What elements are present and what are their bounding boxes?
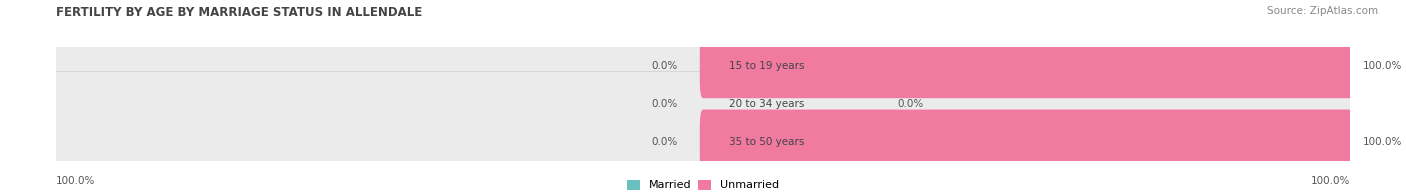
Text: 0.0%: 0.0% — [651, 99, 678, 109]
Text: 15 to 19 years: 15 to 19 years — [728, 61, 804, 71]
Text: 0.0%: 0.0% — [651, 137, 678, 147]
Text: 100.0%: 100.0% — [56, 176, 96, 186]
Text: 0.0%: 0.0% — [897, 99, 924, 109]
FancyBboxPatch shape — [46, 72, 1360, 196]
Text: 100.0%: 100.0% — [1362, 61, 1402, 71]
Text: 0.0%: 0.0% — [651, 61, 678, 71]
Text: 35 to 50 years: 35 to 50 years — [728, 137, 804, 147]
FancyBboxPatch shape — [46, 34, 1360, 174]
FancyBboxPatch shape — [700, 34, 1353, 98]
Legend: Married, Unmarried: Married, Unmarried — [627, 180, 779, 191]
FancyBboxPatch shape — [700, 110, 1353, 174]
Text: 20 to 34 years: 20 to 34 years — [728, 99, 804, 109]
Text: FERTILITY BY AGE BY MARRIAGE STATUS IN ALLENDALE: FERTILITY BY AGE BY MARRIAGE STATUS IN A… — [56, 6, 422, 19]
FancyBboxPatch shape — [46, 0, 1360, 136]
Text: Source: ZipAtlas.com: Source: ZipAtlas.com — [1267, 6, 1378, 16]
Text: 100.0%: 100.0% — [1362, 137, 1402, 147]
Text: 100.0%: 100.0% — [1310, 176, 1350, 186]
